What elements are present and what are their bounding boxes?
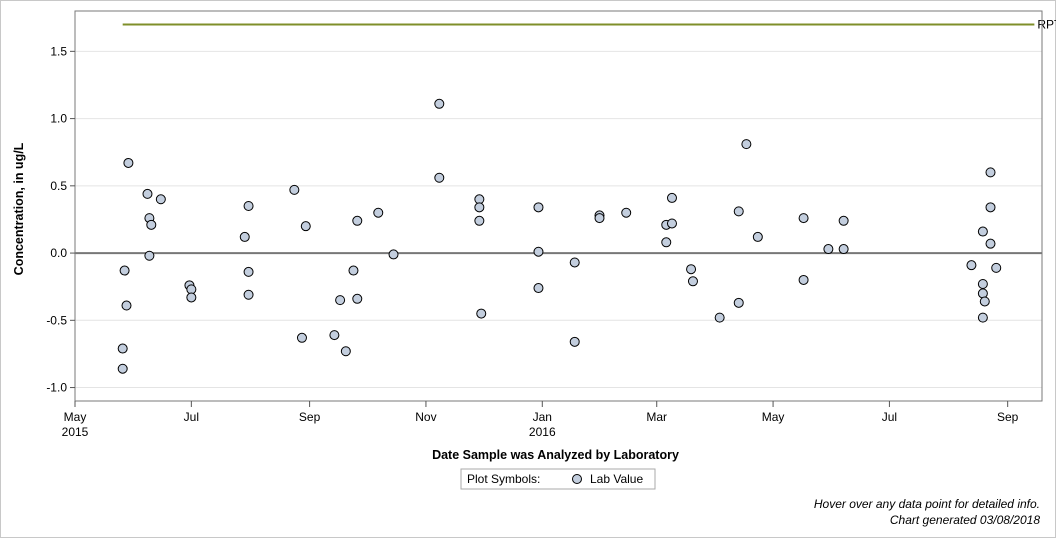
x-axis-title: Date Sample was Analyzed by Laboratory xyxy=(432,448,679,462)
data-point[interactable] xyxy=(474,215,485,226)
y-tick-label: 0.5 xyxy=(50,179,67,193)
data-point[interactable] xyxy=(985,167,996,178)
data-point[interactable] xyxy=(752,231,763,242)
x-tick-label: Jul xyxy=(882,410,897,424)
data-point[interactable] xyxy=(373,207,384,218)
data-point[interactable] xyxy=(666,218,677,229)
data-point[interactable] xyxy=(340,346,351,357)
legend: Plot Symbols: Lab Value xyxy=(460,468,656,490)
data-point[interactable] xyxy=(352,293,363,304)
data-point[interactable] xyxy=(117,343,128,354)
data-point[interactable] xyxy=(352,215,363,226)
data-point[interactable] xyxy=(594,213,605,224)
data-point[interactable] xyxy=(798,274,809,285)
legend-title: Plot Symbols: xyxy=(467,472,540,486)
data-point[interactable] xyxy=(329,330,340,341)
data-point[interactable] xyxy=(569,257,580,268)
legend-marker-lab-value xyxy=(572,474,582,484)
data-point[interactable] xyxy=(533,246,544,257)
data-point[interactable] xyxy=(991,262,1002,273)
legend-box xyxy=(460,468,656,490)
data-point[interactable] xyxy=(686,264,697,275)
x-tick-label: Mar xyxy=(646,410,667,424)
data-point[interactable] xyxy=(687,276,698,287)
data-point[interactable] xyxy=(661,237,672,248)
x-tick-label: May xyxy=(64,410,87,424)
data-point[interactable] xyxy=(985,202,996,213)
data-point[interactable] xyxy=(388,249,399,260)
data-point[interactable] xyxy=(243,266,254,277)
data-point[interactable] xyxy=(798,213,809,224)
data-point[interactable] xyxy=(146,219,157,230)
y-axis-title: Concentration, in ug/L xyxy=(12,142,26,275)
x-tick-label: Jan xyxy=(533,410,552,424)
data-point[interactable] xyxy=(474,202,485,213)
y-tick-label: 1.5 xyxy=(50,44,67,58)
data-point[interactable] xyxy=(985,238,996,249)
y-tick-label: 0.0 xyxy=(50,246,67,260)
data-point[interactable] xyxy=(300,221,311,232)
data-point[interactable] xyxy=(186,292,197,303)
data-point[interactable] xyxy=(144,250,155,261)
data-point[interactable] xyxy=(977,312,988,323)
reference-lines: RPT Level xyxy=(75,17,1056,255)
data-point[interactable] xyxy=(434,172,445,183)
data-point[interactable] xyxy=(121,300,132,311)
x-tick-year-label: 2016 xyxy=(529,425,556,439)
data-point[interactable] xyxy=(119,265,130,276)
data-point[interactable] xyxy=(741,139,752,150)
data-point[interactable] xyxy=(977,279,988,289)
data-point[interactable] xyxy=(335,295,346,306)
data-point[interactable] xyxy=(155,194,166,205)
data-point[interactable] xyxy=(533,283,544,294)
data-point[interactable] xyxy=(666,192,677,203)
data-point[interactable] xyxy=(838,215,849,226)
x-tick-label: Jul xyxy=(184,410,199,424)
data-point[interactable] xyxy=(823,244,834,255)
data-point[interactable] xyxy=(434,98,445,109)
data-point[interactable] xyxy=(979,296,990,307)
data-point[interactable] xyxy=(977,226,988,237)
x-tick-label: May xyxy=(762,410,785,424)
data-point[interactable] xyxy=(977,288,988,299)
hover-note: Hover over any data point for detailed i… xyxy=(814,497,1040,511)
y-tick-label: -1.0 xyxy=(46,381,67,395)
x-tick-label: Sep xyxy=(299,410,321,424)
data-point[interactable] xyxy=(243,201,254,211)
data-points[interactable] xyxy=(117,98,1002,374)
data-point[interactable] xyxy=(476,308,487,319)
data-point[interactable] xyxy=(733,206,744,217)
y-axis: -1.0 -0.5 0.0 0.5 1.0 1.5 xyxy=(46,44,75,395)
data-point[interactable] xyxy=(296,332,307,343)
data-point[interactable] xyxy=(838,244,849,255)
data-point[interactable] xyxy=(123,157,134,168)
data-point[interactable] xyxy=(239,231,250,242)
data-point[interactable] xyxy=(966,260,977,271)
x-tick-year-label: 2015 xyxy=(62,425,89,439)
data-point[interactable] xyxy=(348,265,359,276)
data-point[interactable] xyxy=(117,363,128,374)
data-point[interactable] xyxy=(142,188,153,199)
data-point[interactable] xyxy=(243,289,254,300)
plot-area-border xyxy=(74,10,1043,402)
gridlines xyxy=(75,50,1042,389)
data-point[interactable] xyxy=(733,297,744,308)
y-tick-label: -0.5 xyxy=(46,313,67,327)
rpt-level-label: RPT Level xyxy=(1037,17,1056,31)
y-tick-label: 1.0 xyxy=(50,112,67,126)
chart-generated-note: Chart generated 03/08/2018 xyxy=(890,513,1040,527)
legend-entry-lab-value: Lab Value xyxy=(590,472,643,486)
x-tick-label: Nov xyxy=(415,410,436,424)
data-point[interactable] xyxy=(569,336,580,347)
data-point[interactable] xyxy=(289,184,300,195)
data-point[interactable] xyxy=(621,207,632,218)
data-point[interactable] xyxy=(533,202,544,213)
data-point[interactable] xyxy=(714,312,725,323)
x-tick-label: Sep xyxy=(997,410,1019,424)
